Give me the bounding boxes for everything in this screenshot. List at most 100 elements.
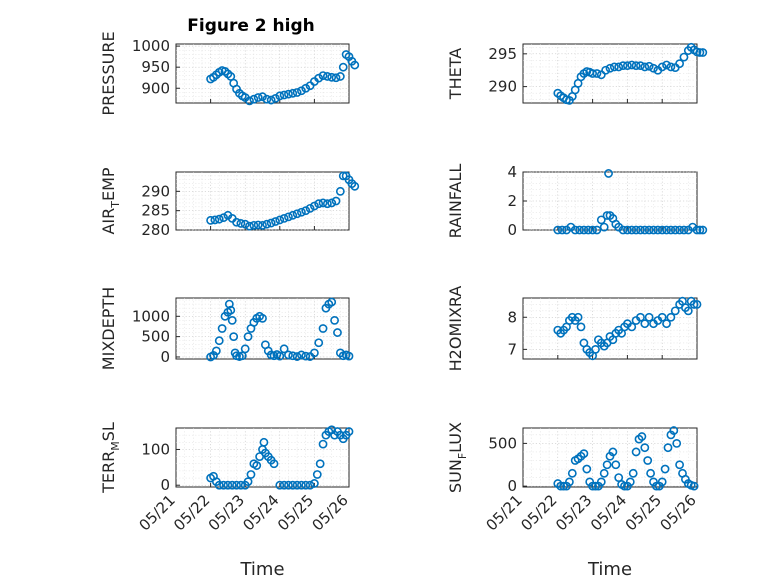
data-point xyxy=(567,468,577,478)
data-point xyxy=(315,459,325,469)
data-point xyxy=(284,350,293,360)
data-point xyxy=(614,62,624,72)
y-tick-label: 0 xyxy=(507,221,517,239)
data-point xyxy=(297,350,306,360)
data-point xyxy=(224,299,234,309)
data-point xyxy=(236,480,246,490)
data-point xyxy=(646,468,655,478)
data-point xyxy=(284,89,293,99)
data-point xyxy=(214,480,224,490)
data-point xyxy=(627,225,637,235)
data-point xyxy=(338,62,348,72)
data-point xyxy=(623,61,632,71)
y-tick-label: 1000 xyxy=(132,307,170,325)
y-tick-label: 500 xyxy=(141,328,170,346)
data-point xyxy=(301,480,311,490)
data-point xyxy=(330,315,339,325)
y-tick-label: 280 xyxy=(141,221,170,239)
data-point xyxy=(269,459,279,469)
data-point xyxy=(318,439,328,449)
data-point xyxy=(591,481,600,491)
data-point xyxy=(644,61,654,71)
data-point xyxy=(649,225,658,235)
y-axis-label: H2OMIXRA xyxy=(446,286,465,372)
axes-2: 290 295 THETA xyxy=(446,42,708,105)
data-point xyxy=(327,72,337,82)
data-point xyxy=(314,73,324,83)
data-point xyxy=(605,63,615,73)
y-axis-label: RAINFALL xyxy=(446,164,465,239)
axes-6: 7 8 H2OMIXRA xyxy=(446,286,702,372)
data-point xyxy=(243,332,253,342)
data-point xyxy=(640,443,650,453)
data-point xyxy=(232,217,241,227)
data-point xyxy=(570,225,580,235)
data-point xyxy=(301,83,311,93)
data-point xyxy=(292,209,302,219)
y-tick-label: 500 xyxy=(488,434,517,452)
y-axis-label: SUNFLUX xyxy=(446,422,469,493)
data-point xyxy=(683,306,693,316)
data-point xyxy=(579,225,589,235)
y-tick-label: 0 xyxy=(160,476,170,494)
data-point xyxy=(604,169,613,178)
data-point xyxy=(217,324,227,333)
y-tick-label: 295 xyxy=(488,45,517,63)
data-point xyxy=(695,48,705,57)
data-point xyxy=(557,225,567,235)
data-point xyxy=(596,215,606,225)
axes-5: 0 500 1000 MIXDEPTH xyxy=(99,287,354,370)
data-point xyxy=(672,438,682,448)
data-point xyxy=(602,460,612,470)
data-point xyxy=(596,70,606,80)
y-tick-label: 290 xyxy=(488,78,517,96)
data-point xyxy=(271,217,280,226)
data-point xyxy=(698,225,708,235)
data-point xyxy=(669,426,679,435)
data-point xyxy=(249,220,259,230)
data-point xyxy=(288,480,298,490)
data-point xyxy=(275,480,285,490)
data-point xyxy=(592,225,602,235)
y-tick-label: 900 xyxy=(141,79,170,97)
data-point xyxy=(553,225,563,235)
data-point xyxy=(210,215,220,225)
data-point xyxy=(618,61,628,71)
data-point xyxy=(338,171,348,181)
data-point xyxy=(698,48,708,57)
data-point xyxy=(643,456,653,465)
data-point xyxy=(588,481,597,491)
data-point xyxy=(232,480,241,490)
y-tick-label: 4 xyxy=(507,163,517,181)
data-point xyxy=(322,199,332,209)
data-point xyxy=(608,447,618,457)
y-axis-label: PRESSURE xyxy=(99,31,118,115)
y-axis-label: THETA xyxy=(446,48,465,100)
data-point xyxy=(288,210,298,220)
data-point xyxy=(318,198,328,208)
data-point xyxy=(309,348,319,358)
data-point xyxy=(628,468,638,478)
data-point xyxy=(284,212,293,222)
data-point xyxy=(271,93,280,103)
data-point xyxy=(262,219,272,229)
data-point xyxy=(288,88,298,98)
data-point xyxy=(601,65,611,75)
data-point xyxy=(576,322,586,332)
data-point xyxy=(653,225,663,235)
data-point xyxy=(236,219,246,228)
y-tick-label: 100 xyxy=(141,440,170,458)
data-point xyxy=(640,225,650,235)
data-point xyxy=(666,312,676,322)
data-point xyxy=(662,60,671,70)
data-point xyxy=(679,52,689,62)
data-point xyxy=(284,480,293,490)
data-point xyxy=(297,207,306,217)
y-axis-label: TERRMSL xyxy=(99,422,122,494)
data-point xyxy=(258,313,267,323)
data-point xyxy=(226,305,236,315)
data-point xyxy=(636,61,645,71)
data-point xyxy=(227,480,237,490)
data-point xyxy=(666,225,676,235)
data-point xyxy=(636,312,645,322)
